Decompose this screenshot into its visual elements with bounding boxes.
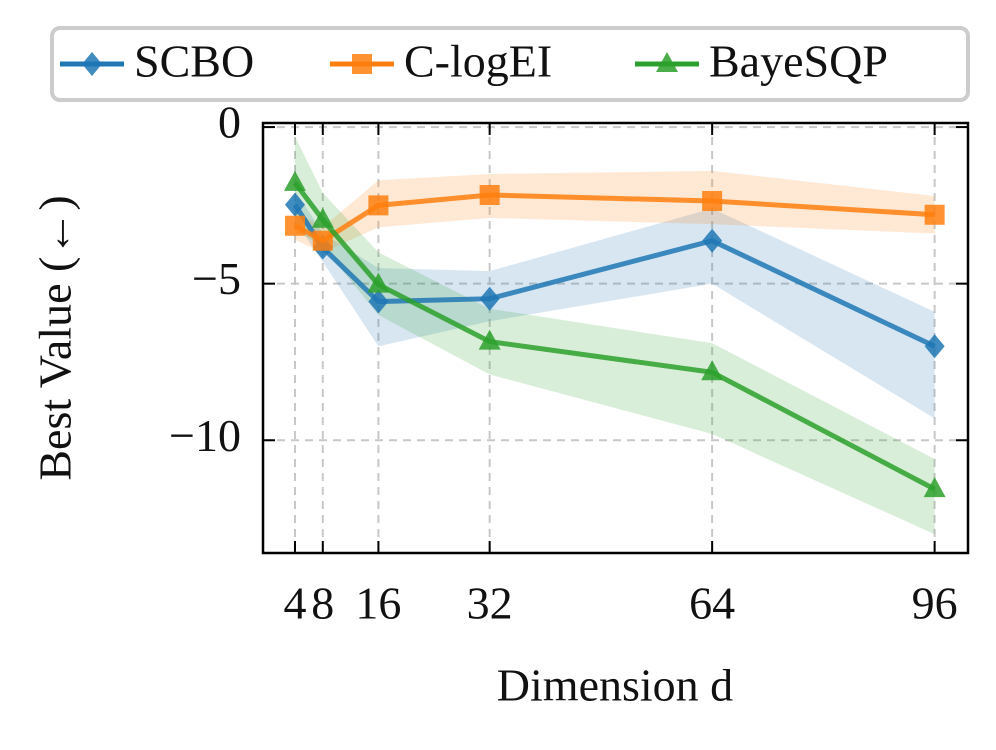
band: [294, 136, 935, 535]
legend-marker: [352, 54, 372, 74]
marker: [702, 190, 723, 211]
marker: [479, 185, 500, 206]
y-tick-label: −10: [169, 410, 241, 461]
marker: [284, 192, 305, 217]
marker: [311, 207, 334, 228]
marker: [478, 329, 501, 350]
marker: [479, 286, 500, 311]
marker: [368, 195, 389, 216]
plot-frame: [261, 121, 970, 555]
legend-marker: [656, 52, 678, 72]
y-axis-label: Best Value (←): [30, 195, 81, 480]
marker: [923, 477, 946, 498]
marker: [701, 360, 724, 381]
legend-label: BayeSQP: [709, 36, 888, 87]
x-tick-label: 64: [689, 578, 735, 629]
legend-box: [50, 26, 970, 102]
legend-label: SCBO: [134, 36, 254, 87]
marker: [924, 204, 945, 225]
x-tick-label: 96: [912, 578, 958, 629]
x-tick-label: 16: [355, 578, 401, 629]
marker: [312, 230, 333, 251]
marker: [283, 170, 306, 191]
marker: [367, 272, 390, 293]
marker: [284, 215, 305, 236]
band: [294, 189, 935, 419]
band: [294, 170, 935, 253]
marker: [368, 289, 389, 314]
x-tick-label: 8: [311, 578, 334, 629]
x-tick-label: 32: [467, 578, 513, 629]
line: [292, 181, 936, 492]
x-axis-label: Dimension d: [497, 660, 733, 711]
y-tick-label: −5: [192, 253, 241, 304]
marker: [702, 228, 723, 253]
y-tick-label: 0: [218, 97, 241, 148]
legend-marker: [82, 52, 102, 76]
marker: [924, 334, 945, 359]
x-tick-label: 4: [283, 578, 306, 629]
legend-label: C-logEI: [404, 36, 552, 87]
